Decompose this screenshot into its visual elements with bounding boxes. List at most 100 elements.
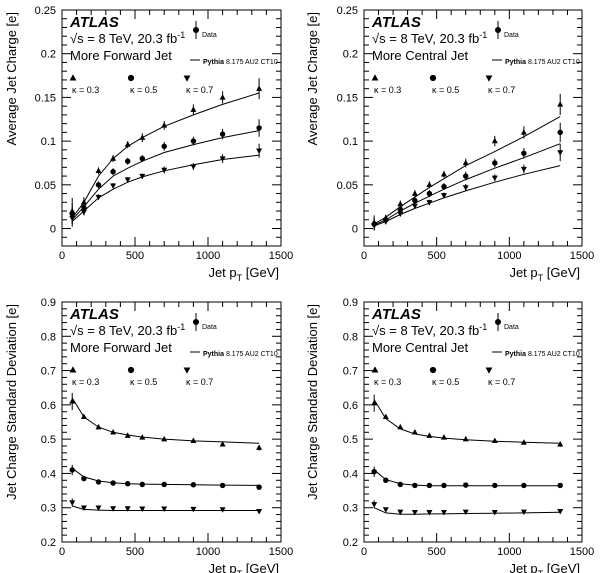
data-point — [161, 143, 167, 150]
data-point — [110, 506, 117, 512]
legend-kappa-label: κ = 0.5 — [432, 85, 459, 95]
y-tick-label: 0.4 — [343, 468, 358, 480]
data-point — [557, 440, 564, 447]
y-tick-label: 0.5 — [343, 434, 358, 446]
data-point — [397, 481, 404, 488]
x-tick-label: 1000 — [196, 546, 220, 558]
mc-curve — [373, 399, 561, 444]
data-point — [440, 434, 447, 440]
series-triangle-up — [371, 394, 564, 448]
data-point — [462, 435, 469, 442]
x-axis-label: Jet pT [GeV] — [208, 561, 279, 573]
mc-curve — [373, 116, 561, 225]
chart-panel-3: 0 500 1000 1500 0.2 0.3 0.4 0.5 0.6 0.7 0.8 0.9 Jet … — [4, 297, 293, 573]
data-point — [426, 509, 433, 516]
series-circle — [371, 466, 563, 489]
region-label: More Central Jet — [372, 340, 468, 355]
plot-frame — [61, 301, 282, 543]
y-tick-label: 0.1 — [41, 136, 56, 148]
legend-kappa-marker — [127, 74, 135, 82]
data-point — [491, 175, 498, 182]
data-point — [110, 155, 117, 161]
chart-panel-4: 0 500 1000 1500 0.2 0.3 0.4 0.5 0.6 0.7 0.8 0.9 Jet … — [305, 297, 594, 573]
experiment-label: ATLAS — [371, 14, 421, 31]
y-axis-label: Average Jet Charge [e] — [4, 12, 19, 145]
data-point — [557, 101, 564, 107]
x-tick-label: 0 — [361, 546, 367, 558]
plot-frame — [363, 9, 583, 247]
data-point — [412, 197, 418, 204]
legend-kappa-marker — [69, 74, 77, 81]
data-point — [383, 477, 389, 484]
data-point — [397, 200, 404, 207]
data-point — [462, 509, 469, 516]
data-point — [124, 158, 131, 164]
legend-kappa-marker — [429, 74, 437, 82]
y-tick-label: 0.25 — [337, 5, 358, 17]
data-point — [441, 482, 447, 489]
data-point — [69, 467, 75, 473]
y-tick-label: 0.3 — [343, 503, 358, 515]
data-point — [463, 482, 469, 488]
data-point — [397, 206, 404, 213]
x-tick-label: 500 — [126, 546, 144, 558]
legend-mc-label: Pythia 8.175 AU2 CT10 — [203, 351, 278, 358]
y-tick-label: 0.2 — [41, 49, 56, 61]
data-point — [95, 505, 102, 512]
data-point — [557, 482, 563, 489]
series-triangle-down — [69, 498, 263, 515]
y-tick-label: 0.3 — [41, 503, 56, 515]
region-label: More Forward Jet — [70, 340, 172, 355]
energy-label: √s = 8 TeV, 20.3 fb-1 — [70, 322, 185, 338]
data-point — [557, 508, 564, 515]
data-point — [426, 482, 433, 489]
data-point — [190, 164, 197, 170]
legend-kappa-marker — [429, 366, 437, 374]
data-point — [492, 482, 498, 489]
plot-frame — [61, 9, 282, 247]
y-tick-label: 0.2 — [41, 537, 56, 549]
data-point — [462, 159, 469, 166]
data-point — [557, 129, 563, 136]
y-tick-label: 0.7 — [343, 366, 358, 378]
x-tick-label: 500 — [126, 250, 144, 262]
y-tick-label: 0.05 — [337, 180, 358, 192]
data-point — [124, 177, 131, 183]
data-point — [124, 141, 131, 147]
data-point — [110, 428, 117, 435]
data-point — [520, 166, 527, 173]
data-point — [256, 125, 262, 131]
data-point — [81, 204, 87, 211]
data-point — [491, 437, 498, 444]
data-point — [219, 507, 226, 513]
data-point — [397, 211, 404, 217]
experiment-label: ATLAS — [69, 306, 119, 323]
legend-mc-label: Pythia 8.175 AU2 CT10 — [203, 59, 278, 66]
data-point — [161, 167, 168, 174]
experiment-label: ATLAS — [69, 14, 119, 31]
data-point — [520, 509, 527, 516]
series-circle — [69, 464, 262, 490]
legend-kappa-marker — [183, 75, 191, 82]
legend-kappa-label: κ = 0.7 — [186, 377, 213, 387]
legend-kappa-marker — [127, 366, 135, 374]
legend-data-label: Data — [504, 324, 519, 331]
legend-kappa-label: κ = 0.5 — [130, 85, 157, 95]
data-point — [124, 506, 131, 512]
data-point — [139, 481, 146, 488]
legend-kappa-label: κ = 0.5 — [130, 377, 157, 387]
y-tick-label: 0.4 — [41, 468, 56, 480]
x-tick-label: 1000 — [497, 250, 521, 262]
data-point — [190, 106, 197, 112]
data-point — [520, 439, 527, 445]
data-point — [256, 85, 263, 91]
legend-kappa-marker — [485, 367, 493, 374]
series-triangle-up — [371, 93, 564, 230]
x-tick-label: 0 — [59, 250, 65, 262]
data-point — [411, 190, 418, 196]
data-point — [139, 155, 146, 162]
x-axis-label: Jet pT [GeV] — [208, 265, 279, 283]
data-point — [521, 150, 527, 157]
legend-kappa-label: κ = 0.3 — [72, 377, 99, 387]
series-triangle-down — [69, 143, 263, 227]
